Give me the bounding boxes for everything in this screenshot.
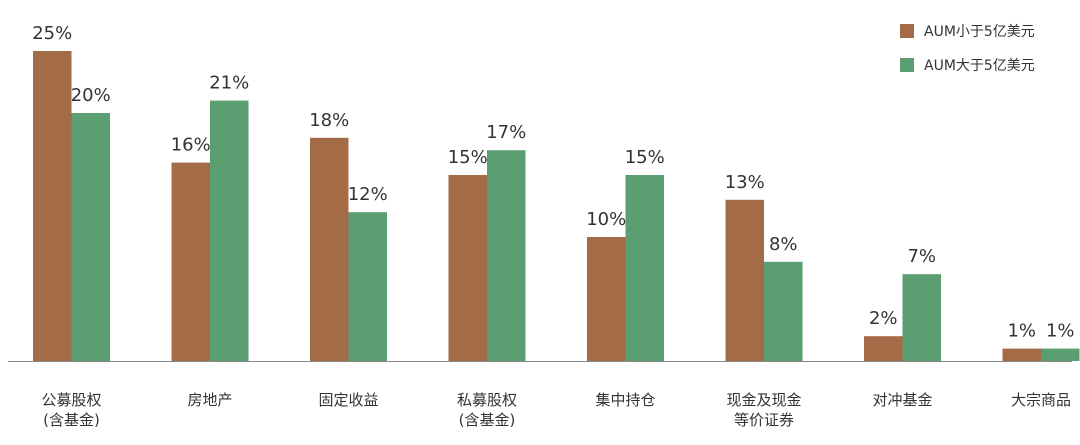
category-label-line-4-0: 集中持仓 xyxy=(595,391,655,409)
category-label-line-5-0: 现金及现金 xyxy=(726,391,801,409)
value-label-series-b-2: 12% xyxy=(348,184,388,205)
category-label-1: 房地产 xyxy=(187,391,232,409)
category-label-line-6-0: 对冲基金 xyxy=(872,391,932,409)
category-label-7: 大宗商品 xyxy=(1011,391,1071,409)
value-label-series-b-4: 15% xyxy=(625,147,665,168)
value-label-series-a-3: 15% xyxy=(448,147,488,168)
bar-series-b-5 xyxy=(764,261,803,361)
category-label-5: 现金及现金等价证券 xyxy=(726,391,801,429)
value-label-series-b-1: 21% xyxy=(209,73,249,94)
bar-series-b-4 xyxy=(625,175,664,361)
bar-series-b-3 xyxy=(487,150,526,361)
legend-label-series-b: AUM大于5亿美元 xyxy=(924,58,1035,74)
category-label-line-7-0: 大宗商品 xyxy=(1011,391,1071,409)
category-label-line-3-0: 私募股权 xyxy=(457,391,517,409)
bar-series-a-0 xyxy=(33,51,72,361)
category-label-line-3-1: (含基金) xyxy=(459,411,516,429)
category-label-line-0-0: 公募股权 xyxy=(41,391,101,409)
category-label-line-5-1: 等价证券 xyxy=(734,411,794,429)
value-label-series-b-3: 17% xyxy=(486,122,526,143)
bar-series-a-7 xyxy=(1002,348,1041,361)
bar-series-b-6 xyxy=(902,274,941,361)
value-label-series-a-2: 18% xyxy=(309,110,349,131)
category-label-6: 对冲基金 xyxy=(872,391,932,409)
value-label-series-a-6: 2% xyxy=(869,308,898,329)
value-label-series-b-5: 8% xyxy=(769,234,798,255)
category-label-3: 私募股权 (含基金) xyxy=(457,391,517,429)
value-label-series-b-0: 20% xyxy=(71,85,111,106)
bar-series-a-1 xyxy=(171,162,210,361)
bar-series-b-0 xyxy=(71,113,110,361)
category-label-line-0-1: (含基金) xyxy=(43,411,100,429)
bar-series-a-2 xyxy=(310,137,349,361)
legend-swatch-series-b xyxy=(900,58,914,72)
category-label-2: 固定收益 xyxy=(318,391,378,409)
bar-series-b-2 xyxy=(348,212,387,361)
category-labels-group: 公募股权 (含基金) 房地产 固定收益 私募股权 (含基金) 集中持仓 现金及现金等价证券 对冲… xyxy=(41,391,1071,429)
bar-series-b-1 xyxy=(210,100,249,361)
value-label-series-a-5: 13% xyxy=(725,172,765,193)
value-labels-group: 25% 20% 16% 21% 18% 12% 15% 17% 10% 15% 13% 8% 2% 7% 1… xyxy=(32,23,1074,342)
bar-series-b-7 xyxy=(1041,348,1080,361)
value-label-series-b-7: 1% xyxy=(1046,321,1075,342)
value-label-series-b-6: 7% xyxy=(907,246,936,267)
category-label-0: 公募股权 (含基金) xyxy=(41,391,101,429)
category-label-line-2-0: 固定收益 xyxy=(318,391,378,409)
bar-series-a-5 xyxy=(725,199,764,361)
bar-series-a-3 xyxy=(448,175,487,361)
category-label-line-1-0: 房地产 xyxy=(187,391,232,409)
category-label-4: 集中持仓 xyxy=(595,391,655,409)
value-label-series-a-4: 10% xyxy=(586,209,626,230)
bar-series-a-4 xyxy=(587,237,626,361)
legend-item-series-a: AUM小于5亿美元 xyxy=(900,22,1035,40)
value-label-series-a-1: 16% xyxy=(171,135,211,156)
bars-group xyxy=(33,51,1080,361)
bar-series-a-6 xyxy=(864,336,903,361)
legend-swatch-series-a xyxy=(900,24,914,38)
legend-item-series-b: AUM大于5亿美元 xyxy=(900,56,1035,74)
value-label-series-a-7: 1% xyxy=(1007,321,1036,342)
value-label-series-a-0: 25% xyxy=(32,23,72,44)
legend: AUM小于5亿美元 AUM大于5亿美元 xyxy=(900,22,1035,90)
legend-label-series-a: AUM小于5亿美元 xyxy=(924,24,1035,40)
